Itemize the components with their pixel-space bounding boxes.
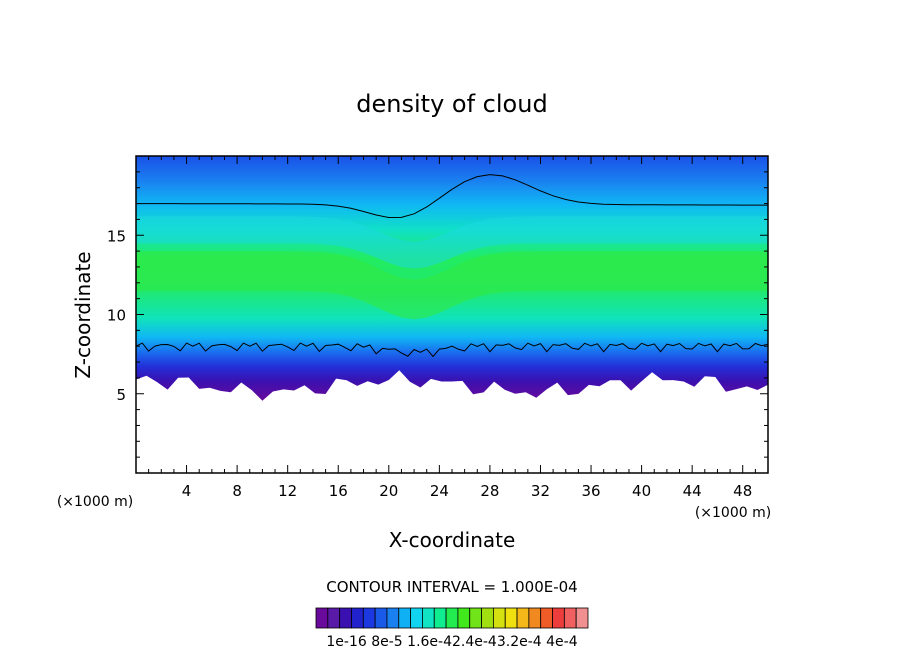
x-axis-label: X-coordinate [389, 528, 516, 552]
colorbar-swatch [327, 607, 341, 629]
colorbar-labels: 1e-16 8e-5 1.6e-42.4e-43.2e-4 4e-4 [326, 634, 577, 650]
x-tick-label: 48 [733, 482, 752, 500]
colorbar-swatch [398, 607, 412, 629]
colorbar-swatch [492, 607, 506, 629]
colorbar-swatch [481, 607, 494, 629]
chart-title: density of cloud [356, 90, 547, 118]
y-tick-label: 5 [116, 386, 126, 404]
colorbar-swatch [540, 607, 553, 629]
plot-area [136, 156, 768, 401]
colorbar-swatch [339, 607, 352, 629]
colorbar-swatch [433, 607, 447, 629]
colorbar-swatch [374, 607, 388, 629]
y-tick-label: 10 [107, 307, 126, 325]
y-tick-label: 15 [107, 227, 126, 245]
x-unit-label-left: (×1000 m) [57, 494, 133, 510]
x-tick-label: 8 [232, 482, 242, 500]
colorbar-swatch [386, 607, 400, 629]
x-tick-label: 24 [430, 482, 449, 500]
colorbar-swatch [575, 607, 589, 629]
high-density-core [136, 251, 768, 320]
x-axis-ticks: 4 8 12 16 20 24 28 32 36 40 44 48 [148, 156, 756, 500]
colorbar-swatch [410, 607, 423, 629]
x-unit-label-right: (×1000 m) [695, 505, 771, 521]
x-tick-label: 44 [683, 482, 702, 500]
colorbar-swatch [351, 607, 364, 629]
colorbar-swatch [563, 607, 577, 629]
upper-contour-line [136, 174, 768, 219]
x-tick-label: 36 [581, 482, 600, 500]
x-tick-label: 16 [329, 482, 348, 500]
x-tick-label: 40 [632, 482, 651, 500]
colorbar [315, 607, 589, 629]
colorbar-swatch [528, 607, 542, 629]
colorbar-swatch [362, 607, 376, 629]
x-tick-label: 20 [379, 482, 398, 500]
colorbar-swatch [552, 607, 565, 629]
colorbar-swatch [469, 607, 482, 629]
x-tick-label: 4 [182, 482, 192, 500]
lower-contour-line [136, 342, 768, 358]
x-tick-label: 32 [531, 482, 550, 500]
colorbar-swatch [504, 607, 518, 629]
x-tick-label: 28 [480, 482, 499, 500]
y-axis-ticks: 5 10 15 [107, 171, 768, 458]
low-density-band [136, 216, 768, 269]
x-tick-label: 12 [278, 482, 297, 500]
contour-interval-label: CONTOUR INTERVAL = 1.000E-04 [326, 578, 577, 596]
colorbar-swatch [315, 607, 329, 629]
y-axis-label: Z-coordinate [71, 251, 95, 378]
colorbar-swatch [445, 607, 459, 629]
colorbar-swatch [457, 607, 471, 629]
colorbar-swatch [516, 607, 530, 629]
colorbar-swatch [422, 607, 435, 629]
